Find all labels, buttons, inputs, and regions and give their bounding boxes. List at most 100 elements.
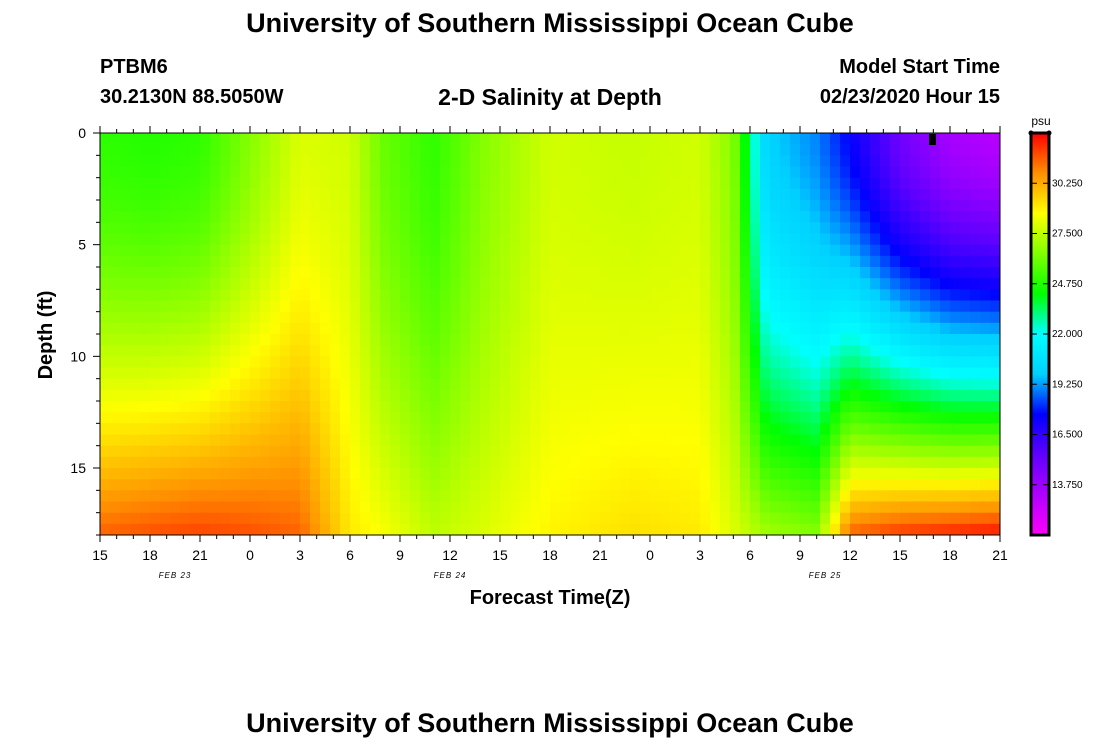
heatmap-cell [970, 133, 981, 145]
heatmap-cell [730, 523, 741, 535]
heatmap-cell [470, 311, 481, 324]
heatmap-cell [620, 512, 631, 525]
heatmap-cell [940, 456, 951, 469]
heatmap-cell [220, 423, 231, 436]
heatmap-cell [670, 278, 681, 290]
heatmap-cell [650, 456, 661, 469]
heatmap-cell [690, 490, 701, 503]
heatmap-cell [630, 233, 641, 246]
heatmap-cell [370, 211, 381, 223]
heatmap-cell [830, 322, 841, 335]
heatmap-cell [210, 188, 221, 201]
heatmap-cell [170, 345, 181, 357]
heatmap-cell [500, 512, 511, 525]
heatmap-cell [450, 378, 461, 391]
heatmap-cell [510, 267, 521, 279]
heatmap-cell [270, 222, 281, 235]
heatmap-cell [430, 434, 441, 447]
heatmap-cell [100, 177, 111, 190]
heatmap-cell [140, 300, 151, 313]
heatmap-cell [540, 456, 551, 469]
heatmap-cell [400, 278, 411, 290]
heatmap-cell [830, 144, 841, 156]
heatmap-cell [710, 523, 721, 535]
heatmap-cell [280, 356, 291, 369]
heatmap-cell [350, 456, 361, 469]
heatmap-cell [100, 401, 111, 413]
heatmap-cell [180, 155, 191, 168]
heatmap-cell [790, 278, 801, 290]
heatmap-cell [290, 434, 301, 447]
heatmap-cell [440, 501, 451, 514]
heatmap-cell [560, 479, 571, 491]
heatmap-cell [680, 479, 691, 491]
heatmap-cell [390, 523, 401, 535]
heatmap-cell [600, 133, 611, 145]
heatmap-cell [430, 401, 441, 413]
heatmap-cell [960, 267, 971, 279]
heatmap-cell [780, 501, 791, 514]
heatmap-cell [520, 412, 531, 424]
heatmap-cell [300, 155, 311, 168]
heatmap-cell [490, 133, 501, 145]
heatmap-cell [600, 144, 611, 156]
heatmap-cell [380, 412, 391, 424]
heatmap-cell [600, 311, 611, 324]
heatmap-cell [440, 322, 451, 335]
heatmap-cell [430, 445, 441, 458]
heatmap-cell [590, 334, 601, 346]
heatmap-cell [760, 188, 771, 201]
heatmap-cell [170, 401, 181, 413]
heatmap-cell [310, 523, 321, 535]
heatmap-cell [490, 311, 501, 324]
heatmap-cell [620, 479, 631, 491]
heatmap-cell [590, 367, 601, 380]
heatmap-cell [300, 244, 311, 257]
heatmap-cell [620, 322, 631, 335]
heatmap-cell [390, 177, 401, 190]
heatmap-cell [860, 322, 871, 335]
heatmap-cell [230, 401, 241, 413]
heatmap-cell [210, 434, 221, 447]
heatmap-cell [800, 479, 811, 491]
heatmap-cell [490, 512, 501, 525]
heatmap-cell [130, 144, 141, 156]
heatmap-cell [130, 401, 141, 413]
heatmap-cell [490, 289, 501, 302]
heatmap-cell [180, 133, 191, 145]
heatmap-cell [120, 378, 131, 391]
heatmap-cell [810, 155, 821, 168]
heatmap-cell [620, 244, 631, 257]
heatmap-cell [970, 378, 981, 391]
heatmap-cell [350, 144, 361, 156]
heatmap-cell [440, 389, 451, 402]
heatmap-cell [590, 523, 601, 535]
heatmap-cell [280, 244, 291, 257]
heatmap-cell [210, 267, 221, 279]
heatmap-cell [630, 322, 641, 335]
heatmap-cell [720, 412, 731, 424]
heatmap-cell [500, 311, 511, 324]
heatmap-cell [670, 423, 681, 436]
heatmap-cell [430, 345, 441, 357]
heatmap-cell [460, 378, 471, 391]
heatmap-cell [450, 211, 461, 223]
heatmap-cell [810, 244, 821, 257]
heatmap-cell [260, 501, 271, 514]
heatmap-cell [570, 512, 581, 525]
heatmap-cell [450, 412, 461, 424]
heatmap-cell [830, 456, 841, 469]
heatmap-cell [110, 334, 121, 346]
heatmap-cell [790, 479, 801, 491]
heatmap-cell [130, 378, 141, 391]
heatmap-cell [510, 378, 521, 391]
heatmap-cell [320, 144, 331, 156]
heatmap-cell [710, 401, 721, 413]
heatmap-cell [260, 300, 271, 313]
heatmap-cell [410, 244, 421, 257]
heatmap-cell [220, 501, 231, 514]
heatmap-cell [910, 200, 921, 212]
heatmap-cell [190, 378, 201, 391]
heatmap-cell [340, 144, 351, 156]
heatmap-cell [650, 423, 661, 436]
